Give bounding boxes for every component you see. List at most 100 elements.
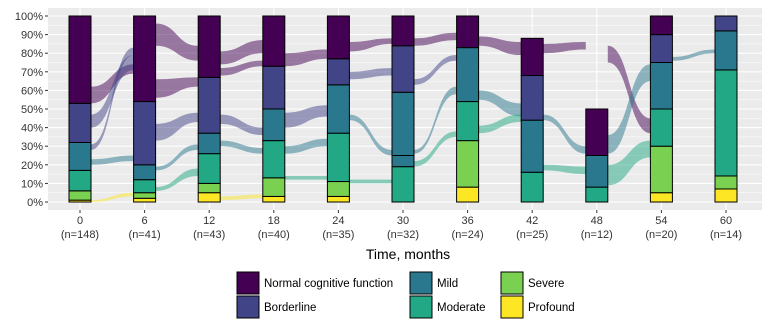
x-tick-sample-size: (n=148) — [61, 229, 99, 241]
x-tick-sample-size: (n=12) — [581, 229, 613, 241]
bar-segment — [649, 108, 673, 147]
flow-band — [414, 86, 457, 154]
x-tick-sample-size: (n=14) — [710, 229, 742, 241]
legend-key — [236, 295, 260, 319]
legend-label: Mild — [437, 278, 458, 290]
flow-band — [672, 49, 715, 61]
flow-band — [220, 194, 263, 201]
x-tick-sample-size: (n=35) — [322, 229, 354, 241]
flow-band — [220, 40, 263, 65]
bar-segment — [68, 190, 92, 201]
bar-segment — [456, 15, 480, 49]
x-axis-title: Time, months — [366, 246, 450, 262]
flow-band — [284, 49, 328, 67]
legend-key — [500, 295, 524, 319]
bar-segment — [649, 34, 673, 63]
flow-band — [220, 60, 263, 76]
x-tick-sample-size: (n=20) — [645, 229, 677, 241]
flow-band — [543, 42, 586, 54]
flow-band — [607, 45, 651, 134]
bar-segment — [133, 164, 157, 181]
x-tick-label: 30 — [397, 215, 409, 227]
bar-segment — [585, 186, 609, 203]
flow-band — [349, 68, 392, 80]
bar-segment — [262, 65, 286, 110]
bar-segment — [133, 197, 157, 203]
bar-segment — [456, 101, 480, 142]
flow-band — [414, 32, 457, 46]
bar-segment — [520, 75, 544, 121]
x-tick-label: 54 — [655, 215, 667, 227]
x-tick-label: 42 — [526, 215, 538, 227]
bar-segment — [262, 108, 286, 142]
x-tick-label: 60 — [720, 215, 732, 227]
y-tick-label: 60% — [21, 85, 43, 97]
flow-band — [414, 55, 457, 85]
bar-segment — [391, 166, 415, 203]
flow-band — [478, 114, 522, 134]
legend-label: Borderline — [264, 302, 316, 314]
flow-band — [349, 179, 392, 184]
bar-segment — [326, 181, 350, 197]
flow-band — [349, 114, 392, 156]
bar-segment — [262, 177, 286, 197]
bar-segment — [714, 69, 738, 177]
flow-band — [543, 164, 586, 175]
bar-segment — [585, 108, 609, 156]
flow-band — [284, 175, 328, 180]
flow-band — [607, 140, 651, 186]
flow-band — [91, 192, 134, 202]
x-tick-sample-size: (n=24) — [452, 229, 484, 241]
bar-segment — [326, 15, 350, 60]
bar-segment — [197, 192, 221, 203]
x-tick-sample-size: (n=43) — [193, 229, 225, 241]
bar-segment — [714, 188, 738, 203]
bar-segment — [262, 15, 286, 67]
flow-band — [414, 131, 457, 167]
legend-key — [409, 271, 433, 295]
x-tick-label: 18 — [268, 215, 280, 227]
bar-segment — [133, 179, 157, 194]
bar-segment — [456, 140, 480, 188]
legend-key — [236, 271, 260, 295]
bar-segment — [326, 84, 350, 134]
x-tick-sample-size: (n=32) — [387, 229, 419, 241]
y-tick-label: 30% — [21, 141, 43, 153]
flow-band — [284, 138, 328, 154]
bar-segment — [391, 45, 415, 93]
legend-label: Severe — [528, 278, 564, 290]
bar-segment — [649, 145, 673, 194]
bar-segment — [391, 15, 415, 47]
y-tick-label: 0% — [27, 197, 43, 209]
flow-band — [220, 114, 263, 136]
bar-segment — [456, 186, 480, 203]
x-tick-sample-size: (n=40) — [258, 229, 290, 241]
x-tick-sample-size: (n=41) — [129, 229, 161, 241]
y-tick-label: 70% — [21, 67, 43, 79]
bar-segment — [133, 101, 157, 166]
flow-band — [155, 144, 199, 171]
bar-segment — [197, 15, 221, 78]
bar-segment — [714, 15, 738, 32]
y-tick-label: 80% — [21, 48, 43, 60]
flow-band — [543, 114, 586, 154]
flow-band — [155, 168, 199, 191]
bar-segment — [262, 195, 286, 203]
x-tick-label: 48 — [591, 215, 603, 227]
bar-segment — [391, 155, 415, 168]
bar-segment — [585, 155, 609, 188]
y-tick-label: 50% — [21, 104, 43, 116]
flow-band — [349, 38, 392, 52]
bar-segment — [520, 37, 544, 77]
flow-band — [91, 155, 134, 165]
y-tick-label: 100% — [15, 11, 43, 23]
x-tick-label: 6 — [142, 215, 148, 227]
flow-band — [155, 77, 199, 98]
bar-segment — [714, 175, 738, 190]
bar-segment — [649, 192, 673, 203]
bar-segment — [326, 195, 350, 203]
y-tick-label: 40% — [21, 123, 43, 135]
legend-label: Normal cognitive function — [264, 278, 393, 290]
legend-label: Moderate — [437, 302, 486, 314]
flow-band — [155, 112, 199, 141]
